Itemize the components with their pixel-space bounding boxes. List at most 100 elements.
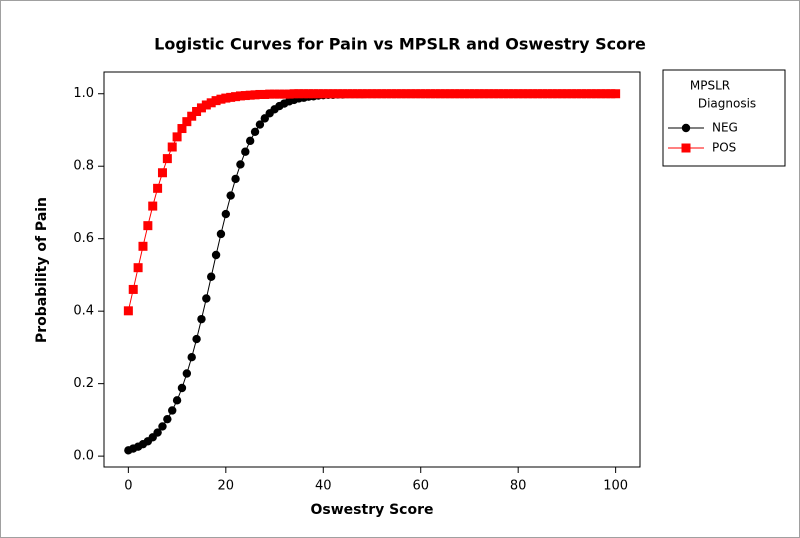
point [158,422,167,431]
legend-label: POS [712,141,736,155]
point [494,89,504,99]
point [177,124,187,134]
y-tick-label: 0.0 [73,449,94,464]
point [211,96,221,106]
point [245,90,255,100]
point [357,89,367,99]
point [484,89,494,99]
point [163,414,172,424]
point [138,241,148,251]
point [123,306,133,316]
point [192,107,202,116]
point [352,89,362,99]
point [396,89,406,99]
point [469,89,479,99]
legend-label: NEG [712,121,738,135]
point [260,89,270,99]
point [513,89,523,99]
point [274,89,284,99]
point [304,89,314,99]
point [299,89,309,99]
point [313,89,323,99]
point [406,89,416,99]
point [577,89,587,99]
point [294,89,304,99]
point [445,89,455,99]
point [221,209,231,219]
point [197,314,206,324]
point [206,98,216,108]
point [474,89,484,99]
point [421,89,431,99]
x-tick-label: 80 [510,479,527,494]
point [177,383,187,393]
point [328,89,338,99]
point [241,147,250,156]
point [167,142,177,152]
point [323,89,333,99]
x-tick-label: 20 [218,479,235,494]
y-tick-label: 0.6 [73,231,94,246]
y-axis-label: Probability of Pain [34,197,50,343]
point [464,89,474,99]
x-tick-label: 40 [315,479,332,494]
point [611,89,621,99]
point [309,89,319,99]
point [192,334,201,344]
point [133,263,143,273]
point [236,160,245,169]
y-tick-label: 1.0 [73,86,94,101]
point [250,127,260,136]
x-axis-label: Oswestry Score [311,502,434,518]
point [318,89,328,99]
x-tick-label: 60 [412,479,429,494]
point [207,272,216,281]
point [386,89,396,99]
point [196,103,206,113]
point [128,284,138,294]
legend-marker [681,123,691,133]
point [528,89,538,99]
point [581,89,591,99]
x-tick-label: 0 [124,479,132,494]
point [343,89,353,99]
point [552,89,562,99]
point [450,89,460,99]
point [143,221,153,231]
point [372,89,382,99]
point [284,89,294,99]
plot-area [103,71,641,468]
point [289,89,299,99]
point [187,352,196,362]
point [586,89,596,99]
point [572,89,582,99]
point [338,89,348,99]
point [455,89,465,99]
point [157,168,167,178]
point [255,89,265,99]
point [255,120,265,129]
point [538,89,548,99]
point [367,89,377,99]
point [172,132,182,142]
legend-marker [681,143,691,153]
point [182,369,192,378]
point [245,136,255,146]
y-tick-label: 0.8 [73,159,94,174]
point [250,90,260,100]
point [201,100,211,110]
point [235,91,245,101]
point [216,229,226,239]
point [221,93,231,103]
point [479,89,489,99]
point [562,89,572,99]
point [148,201,158,211]
point [231,174,240,184]
point [333,89,343,99]
legend-title: Diagnosis [698,97,756,111]
point [601,89,611,99]
point [377,89,387,99]
point [411,89,421,99]
point [231,92,241,102]
